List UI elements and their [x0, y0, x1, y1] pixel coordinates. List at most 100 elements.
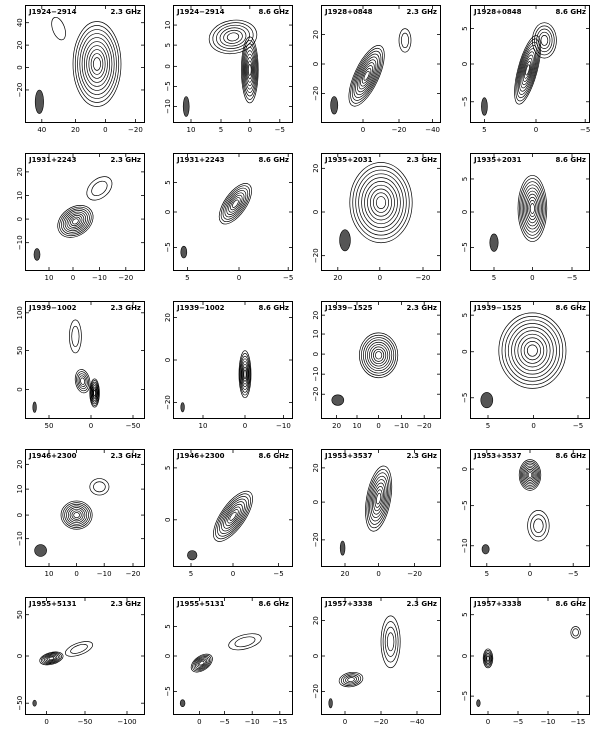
contour-level	[72, 21, 122, 107]
beam-ellipse	[180, 402, 185, 413]
x-tick-label: −10	[245, 718, 260, 726]
contour-level	[347, 677, 355, 683]
frequency-label: 2.3 GHz	[406, 600, 437, 608]
y-tick-label: 0	[164, 654, 172, 658]
contour-level	[361, 177, 401, 228]
contour-level	[43, 654, 59, 663]
contour-level	[239, 352, 251, 396]
panel-frame	[321, 449, 441, 567]
source-name: J1953+3537	[324, 452, 373, 460]
beam-ellipse	[339, 540, 346, 556]
x-tick-label: −10	[92, 274, 107, 282]
contour-level	[518, 459, 542, 491]
contour-level	[527, 472, 533, 478]
beam-ellipse	[331, 394, 345, 406]
y-tick-label: 0	[16, 654, 24, 658]
y-tick-label: −20	[16, 83, 24, 98]
x-tick-label: −5	[513, 718, 523, 726]
y-tick-label: 0	[16, 217, 24, 221]
contour-level	[386, 632, 395, 652]
contour-level	[77, 373, 88, 390]
x-tick-label: −20	[407, 570, 422, 578]
frequency-label: 2.3 GHz	[110, 600, 141, 608]
contour-level	[42, 653, 61, 664]
contour-level	[222, 187, 249, 220]
x-tick-label: −20	[118, 274, 133, 282]
contour-level	[365, 339, 393, 372]
contour-level	[86, 45, 108, 83]
contour-level	[45, 654, 58, 662]
x-tick-label: 0	[44, 718, 48, 726]
contour-level	[66, 213, 85, 230]
frequency-label: 2.3 GHz	[406, 304, 437, 312]
x-tick-label: −5	[219, 718, 229, 726]
beam-ellipse	[180, 245, 188, 259]
contour-level	[516, 41, 539, 99]
source-component	[238, 350, 252, 399]
x-tick-label: −5	[275, 126, 285, 134]
panel-frame	[470, 5, 590, 123]
contour-level	[219, 27, 247, 47]
contour-panel: J1955+5131 2.3 GHz 0 −50 −100 50 0 −50	[16, 597, 145, 726]
contour-level	[369, 344, 389, 367]
source-component	[359, 332, 399, 379]
y-tick-label: −10	[312, 367, 320, 382]
contour-level	[192, 654, 212, 672]
x-tick-label: −20	[392, 126, 407, 134]
x-tick-label: 0	[486, 718, 490, 726]
contour-level	[40, 652, 62, 665]
frequency-label: 8.6 GHz	[555, 452, 586, 460]
contour-panel: J1957+3338 8.6 GHz 0 −5 −10 −15 5 0 −5	[461, 597, 590, 726]
beam-ellipse	[328, 698, 333, 709]
source-component	[348, 45, 385, 107]
contour-level	[358, 62, 375, 90]
contour-level	[72, 218, 79, 225]
frequency-label: 8.6 GHz	[258, 600, 289, 608]
contour-level	[62, 502, 91, 528]
contour-panel: J1939−1525 2.3 GHz 20 10 0 −10 −20 20 10 0 −10 −20	[312, 301, 441, 430]
x-tick-label: −10	[394, 422, 409, 430]
contour-level	[356, 59, 377, 93]
frequency-label: 8.6 GHz	[555, 600, 586, 608]
contour-level	[90, 53, 104, 75]
x-tick-label: 0	[534, 126, 538, 134]
panel-frame	[470, 301, 590, 419]
x-tick-label: 5	[486, 422, 490, 430]
contour-level	[371, 482, 386, 515]
source-component	[514, 35, 541, 105]
contour-level	[352, 165, 410, 240]
x-tick-label: 5	[185, 274, 189, 282]
x-tick-label: −10	[97, 570, 112, 578]
contour-level	[199, 660, 205, 666]
contour-level	[367, 341, 391, 369]
contour-level	[519, 178, 546, 239]
contour-level	[501, 316, 564, 386]
x-tick-label: 50	[45, 422, 54, 430]
frequency-label: 8.6 GHz	[258, 304, 289, 312]
source-component	[64, 641, 94, 657]
source-component	[338, 671, 364, 688]
contour-level	[64, 503, 89, 527]
panel-frame	[321, 301, 441, 419]
y-tick-label: 5	[164, 43, 172, 47]
frequency-label: 2.3 GHz	[406, 156, 437, 164]
contour-level	[355, 169, 407, 236]
x-tick-label: 20	[332, 422, 341, 430]
contour-level	[218, 183, 252, 225]
contour-level	[527, 510, 550, 542]
panel-frame	[25, 5, 145, 123]
frequency-label: 2.3 GHz	[110, 156, 141, 164]
x-tick-label: 0	[103, 126, 107, 134]
beam-ellipse	[339, 229, 351, 252]
frequency-label: 8.6 GHz	[555, 8, 586, 16]
contour-level	[70, 216, 81, 227]
contour-level	[340, 673, 362, 686]
contour-level	[366, 469, 391, 529]
contour-level	[359, 332, 399, 379]
x-tick-label: −40	[410, 718, 425, 726]
beam-ellipse	[34, 544, 47, 557]
y-tick-label: −5	[461, 691, 469, 701]
contour-level	[228, 633, 262, 651]
contour-level	[89, 378, 100, 408]
